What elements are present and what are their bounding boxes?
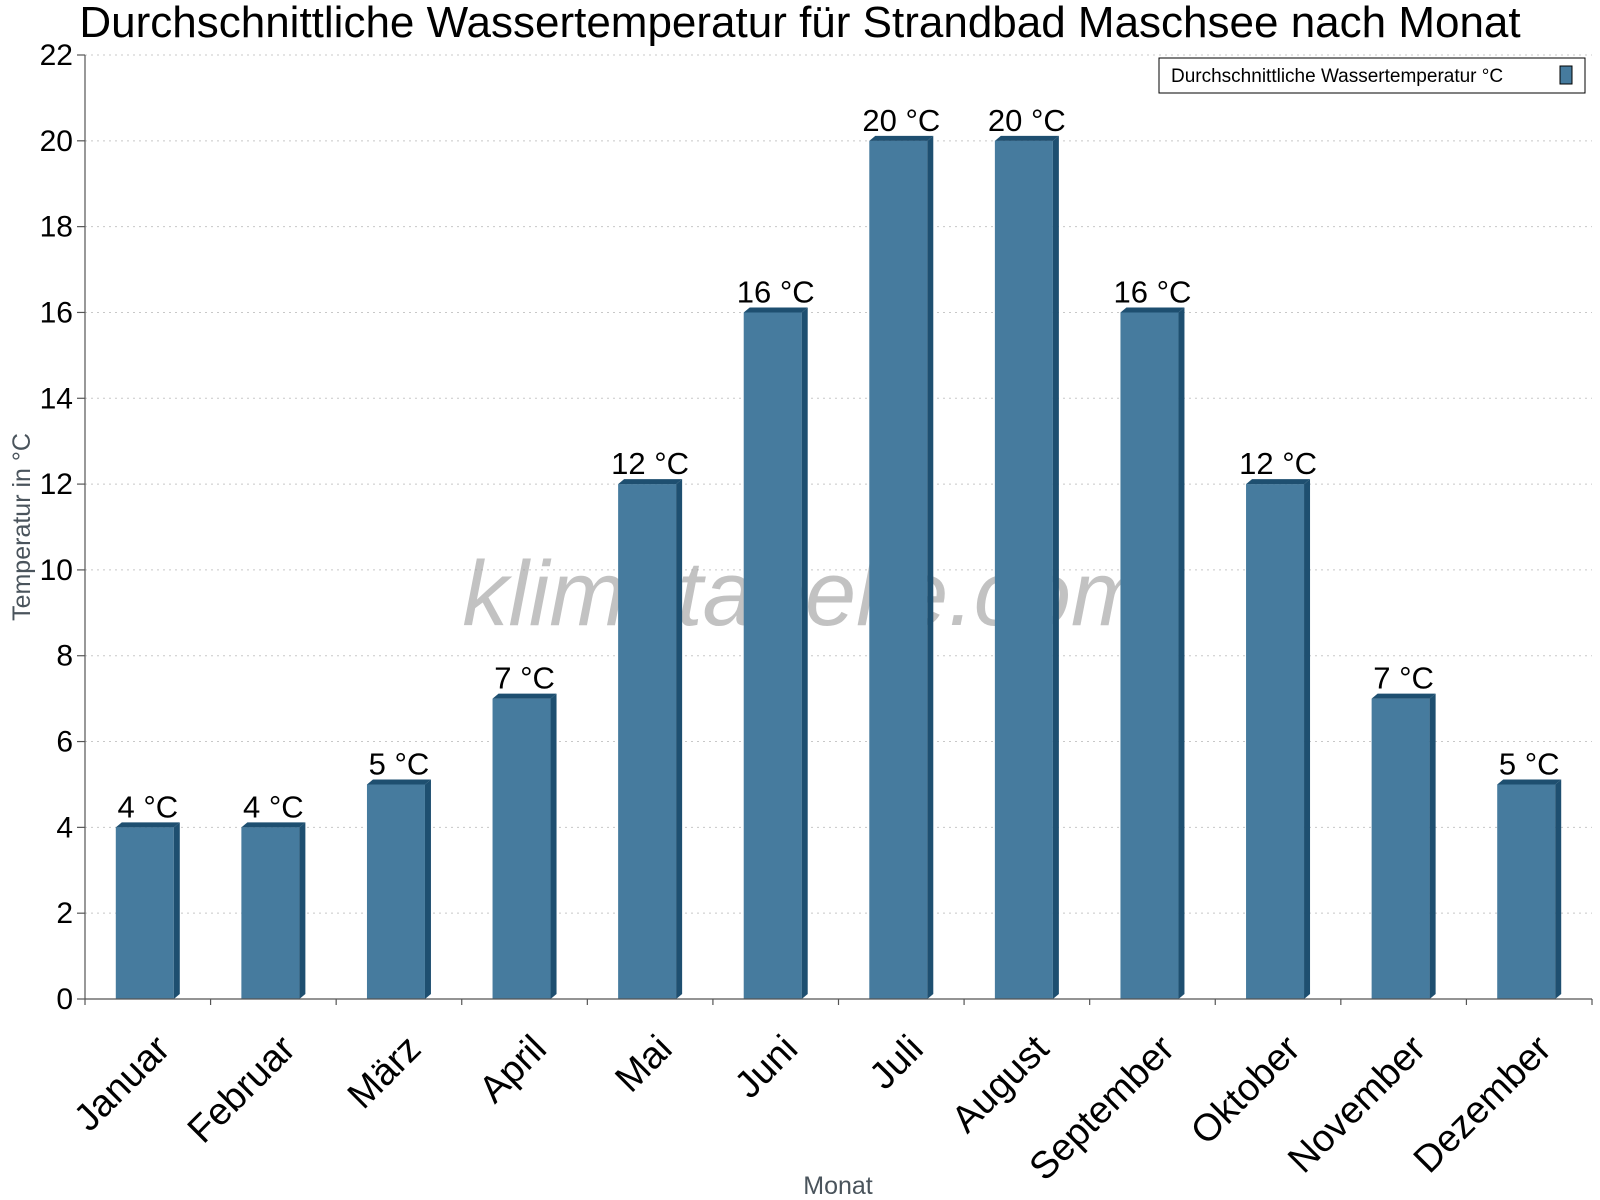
bar xyxy=(869,135,934,999)
x-tick-label: Juli xyxy=(862,1028,932,1098)
data-label: 20 °C xyxy=(988,103,1066,138)
bar xyxy=(1497,779,1562,999)
bar-front xyxy=(994,140,1053,999)
y-tick-label: 14 xyxy=(40,382,73,415)
data-label: 7 °C xyxy=(1373,661,1434,696)
data-label: 12 °C xyxy=(1239,446,1317,481)
bar-side xyxy=(550,693,557,999)
bar-front xyxy=(869,140,928,999)
bar-top xyxy=(743,307,808,313)
bar-top xyxy=(1246,479,1311,485)
bar-front xyxy=(1371,698,1430,999)
y-tick-label: 0 xyxy=(56,983,73,1016)
bar-side xyxy=(801,307,808,999)
y-tick-label: 16 xyxy=(40,296,73,329)
data-label: 4 °C xyxy=(243,789,304,824)
legend: Durchschnittliche Wassertemperatur °C xyxy=(1158,57,1586,94)
y-tick-label: 2 xyxy=(56,897,73,930)
y-tick-label: 20 xyxy=(40,125,73,158)
data-label: 16 °C xyxy=(737,274,815,309)
x-axis-label: Monat xyxy=(803,1172,873,1200)
bar xyxy=(115,822,180,999)
data-label: 5 °C xyxy=(369,746,430,781)
x-tick-label: Oktober xyxy=(1183,1027,1309,1153)
bar xyxy=(994,135,1059,999)
bar-top xyxy=(994,135,1059,141)
bar-top xyxy=(241,822,306,828)
bar-side xyxy=(424,779,431,999)
axes xyxy=(84,55,1592,1000)
bar-top xyxy=(869,135,934,141)
y-tick-label: 10 xyxy=(40,554,73,587)
bar-front xyxy=(366,784,425,999)
bar xyxy=(743,307,808,999)
x-tick-label: März xyxy=(340,1028,429,1117)
bar-top xyxy=(1497,779,1562,785)
bar-side xyxy=(1178,307,1185,999)
x-tick-label: August xyxy=(944,1027,1058,1141)
data-label: 16 °C xyxy=(1114,274,1192,309)
bar-top xyxy=(492,693,557,699)
data-label: 12 °C xyxy=(611,446,689,481)
x-ticks: Januar Februar März April Mai Juni Juli AugustS… xyxy=(66,999,1593,1189)
bar-side xyxy=(299,822,306,999)
bar xyxy=(241,822,306,999)
x-tick-label: April xyxy=(471,1028,554,1111)
bar xyxy=(618,479,683,999)
x-tick-label: Januar xyxy=(66,1027,178,1139)
bar-side xyxy=(1429,693,1436,999)
bar-front xyxy=(743,312,802,999)
data-label: 5 °C xyxy=(1499,746,1560,781)
bar xyxy=(492,693,557,999)
chart-title: Durchschnittliche Wassertemperatur für S… xyxy=(79,0,1520,47)
bar-top xyxy=(1371,693,1436,699)
y-tick-label: 6 xyxy=(56,726,73,759)
bar-front xyxy=(241,827,300,999)
bar xyxy=(1371,693,1436,999)
data-labels: 4 °C 4 °C 5 °C 7 °C 12 °C 16 °C 20 °C 20 °C 16 °… xyxy=(117,103,1559,825)
bar-front xyxy=(1120,312,1179,999)
bar-front xyxy=(1246,484,1305,999)
y-tick-label: 8 xyxy=(56,640,73,673)
legend-box xyxy=(1158,57,1586,94)
data-label: 4 °C xyxy=(117,789,178,824)
gridlines xyxy=(85,54,1592,914)
bar xyxy=(1246,479,1311,999)
y-tick-label: 4 xyxy=(56,811,73,844)
bar-side xyxy=(927,135,934,999)
x-tick-label: Mai xyxy=(607,1028,680,1101)
legend-entry-label: Durchschnittliche Wassertemperatur °C xyxy=(1171,66,1503,87)
y-tick-label: 18 xyxy=(40,211,73,244)
bars xyxy=(115,135,1562,999)
y-axis-label: Temperatur in °C xyxy=(8,433,36,621)
bar-front xyxy=(618,484,677,999)
bar-side xyxy=(1555,779,1562,999)
data-label: 7 °C xyxy=(494,661,555,696)
y-tick-label: 12 xyxy=(40,468,73,501)
legend-swatch xyxy=(1559,65,1573,85)
bar-top xyxy=(1120,307,1185,313)
x-tick-label: Juni xyxy=(727,1028,806,1107)
bar-side xyxy=(1052,135,1059,999)
y-ticks: 0 2 4 6 8 10 12 14 16 18 20 22 xyxy=(40,39,85,1016)
bar-side xyxy=(173,822,180,999)
bar-top xyxy=(618,479,683,485)
data-label: 20 °C xyxy=(862,103,940,138)
bar-front xyxy=(492,698,551,999)
bar-top xyxy=(366,779,431,785)
x-tick-label: Dezember xyxy=(1406,1027,1560,1181)
bar xyxy=(366,779,431,999)
bar-top xyxy=(115,822,180,828)
y-tick-label: 22 xyxy=(40,39,73,72)
bar xyxy=(1120,307,1185,999)
bar-side xyxy=(1304,479,1311,999)
bar-side xyxy=(676,479,683,999)
bar-front xyxy=(115,827,174,999)
bar-front xyxy=(1497,784,1556,999)
x-tick-label: Februar xyxy=(180,1027,304,1151)
